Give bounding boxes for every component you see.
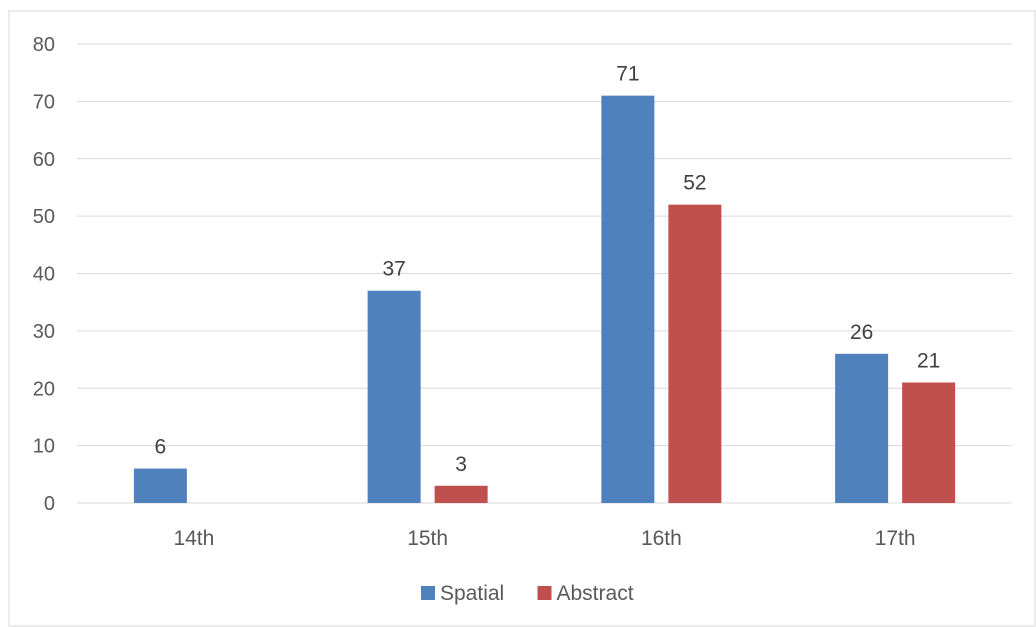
x-tick-label-14th: 14th (173, 527, 214, 550)
bar-spatial-15th (367, 290, 421, 503)
data-label-abstract-15th: 3 (455, 453, 467, 476)
y-tick-label-10: 10 (33, 436, 55, 458)
y-tick-label-60: 60 (33, 149, 55, 171)
x-axis: 14th 15th 16th 17th (173, 527, 915, 550)
x-tick-label-16th: 16th (641, 527, 682, 550)
x-tick-label-15th: 15th (407, 527, 448, 550)
legend: Spatial Abstract (421, 582, 634, 605)
bars (133, 95, 956, 503)
legend-label-abstract: Abstract (557, 582, 634, 605)
y-tick-label-50: 50 (33, 206, 55, 228)
data-labels: 6 37 3 71 52 26 21 (155, 63, 941, 476)
data-label-spatial-17th: 26 (850, 321, 873, 344)
data-label-spatial-16th: 71 (616, 63, 639, 86)
bar-abstract-17th (902, 382, 956, 503)
legend-swatch-abstract (537, 586, 552, 600)
y-tick-label-70: 70 (33, 91, 55, 113)
y-tick-label-20: 20 (33, 378, 55, 400)
data-label-abstract-17th: 21 (917, 350, 940, 373)
y-axis: 0 10 20 30 40 50 60 70 80 (33, 34, 55, 515)
data-label-abstract-16th: 52 (683, 172, 706, 195)
bar-abstract-15th (434, 485, 488, 503)
bar-spatial-17th (835, 353, 889, 503)
legend-swatch-spatial (421, 586, 435, 600)
chart-border (8, 10, 1036, 627)
bar-abstract-16th (668, 204, 722, 503)
data-label-spatial-14th: 6 (155, 436, 167, 459)
data-label-spatial-15th: 37 (382, 258, 405, 281)
y-tick-label-0: 0 (44, 493, 55, 515)
y-tick-label-80: 80 (33, 34, 55, 56)
x-tick-label-17th: 17th (875, 527, 916, 550)
bar-spatial-16th (601, 95, 655, 503)
legend-label-spatial: Spatial (440, 582, 504, 605)
bar-spatial-14th (133, 468, 187, 503)
y-tick-label-40: 40 (33, 264, 55, 286)
y-tick-label-30: 30 (33, 321, 55, 343)
